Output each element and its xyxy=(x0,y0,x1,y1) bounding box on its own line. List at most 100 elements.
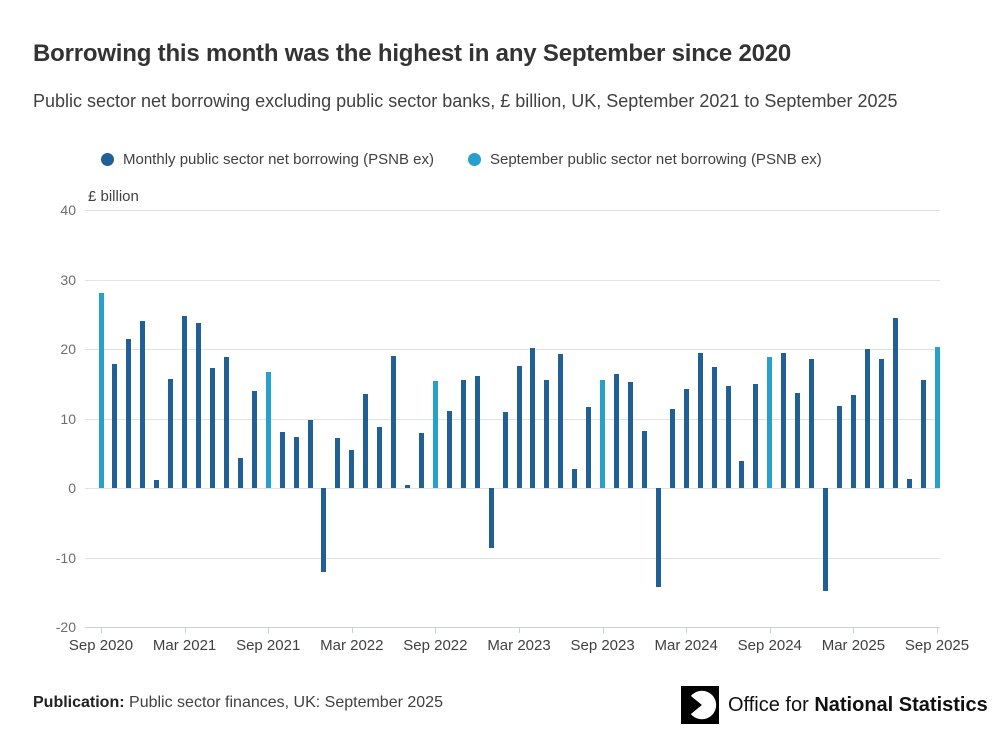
legend-label-monthly: Monthly public sector net borrowing (PSN… xyxy=(123,151,434,168)
bar-mar-2024[interactable] xyxy=(683,388,689,488)
gridline--10 xyxy=(85,557,940,559)
bar-may-2024[interactable] xyxy=(711,367,717,488)
bar-mar-2022[interactable] xyxy=(349,449,355,488)
y-axis-label--20: -20 xyxy=(55,619,76,635)
y-axis-label-30: 30 xyxy=(60,271,76,288)
chart-title: Borrowing this month was the highest in … xyxy=(33,40,792,67)
bar-feb-2023[interactable] xyxy=(502,411,508,488)
publication-text: Public sector finances, UK: September 20… xyxy=(129,694,443,711)
legend-label-september: September public sector net borrowing (P… xyxy=(489,151,822,168)
x-axis-label-sep-2020: Sep 2020 xyxy=(68,637,134,654)
bar-dec-2022[interactable] xyxy=(474,376,480,488)
bar-sep-2022[interactable] xyxy=(432,380,438,488)
bar-feb-2024[interactable] xyxy=(669,409,675,488)
publication-line: Publication: Public sector finances, UK:… xyxy=(33,694,443,712)
bar-mar-2021[interactable] xyxy=(182,315,188,488)
bar-apr-2025[interactable] xyxy=(864,349,870,488)
legend-item-september: September public sector net borrowing (P… xyxy=(467,151,822,168)
bar-jan-2021[interactable] xyxy=(154,480,160,488)
bar-jun-2024[interactable] xyxy=(725,385,731,488)
bar-nov-2020[interactable] xyxy=(126,339,132,488)
bar-sep-2025[interactable] xyxy=(934,346,940,488)
bar-apr-2021[interactable] xyxy=(196,323,202,488)
bar-aug-2024[interactable] xyxy=(753,384,759,488)
bar-jun-2025[interactable] xyxy=(892,317,898,488)
bar-feb-2021[interactable] xyxy=(168,378,174,488)
bar-aug-2022[interactable] xyxy=(418,433,424,488)
bar-apr-2024[interactable] xyxy=(697,353,703,488)
x-axis-label-mar-2024: Mar 2024 xyxy=(654,637,718,654)
bar-oct-2022[interactable] xyxy=(446,410,452,488)
publication-label: Publication: xyxy=(33,694,125,711)
bar-nov-2021[interactable] xyxy=(293,436,299,488)
bar-jul-2023[interactable] xyxy=(572,468,578,488)
x-axis-label-mar-2025: Mar 2025 xyxy=(821,637,886,654)
bar-may-2021[interactable] xyxy=(209,368,215,488)
plot-area: 40 30 20 10 0 -10 -20 Sep 2020 Mar 2021 Sep 2021 M… xyxy=(56,202,969,654)
y-axis-unit-label: £ billion xyxy=(88,188,139,205)
bar-jun-2021[interactable] xyxy=(223,357,229,488)
bar-jun-2022[interactable] xyxy=(391,355,397,488)
legend-item-monthly: Monthly public sector net borrowing (PSN… xyxy=(101,151,434,168)
bar-dec-2021[interactable] xyxy=(307,419,313,488)
bar-sep-2024[interactable] xyxy=(767,356,773,488)
bar-aug-2021[interactable] xyxy=(251,391,257,488)
x-axis-label-sep-2022: Sep 2022 xyxy=(403,637,468,654)
x-axis-tick-mar-2021 xyxy=(184,627,186,633)
bar-oct-2024[interactable] xyxy=(781,353,787,488)
bar-apr-2023[interactable] xyxy=(530,347,536,488)
bar-aug-2023[interactable] xyxy=(586,406,592,488)
bar-aug-2025[interactable] xyxy=(920,379,926,488)
bar-jan-2025[interactable] xyxy=(823,488,829,591)
bar-oct-2021[interactable] xyxy=(279,431,285,488)
ons-logo-text: Office for National Statistics xyxy=(728,694,988,717)
bar-dec-2020[interactable] xyxy=(140,321,146,488)
bar-oct-2020[interactable] xyxy=(112,364,118,488)
bar-mar-2025[interactable] xyxy=(850,394,856,488)
bar-jan-2022[interactable] xyxy=(321,488,327,573)
gridline-20 xyxy=(85,349,940,350)
x-axis-label-sep-2021: Sep 2021 xyxy=(236,637,301,654)
x-axis-tick-sep-2021 xyxy=(268,627,270,633)
x-axis-label-mar-2023: Mar 2023 xyxy=(487,637,551,654)
bar-dec-2024[interactable] xyxy=(809,358,815,488)
bar-nov-2024[interactable] xyxy=(795,393,801,488)
x-axis-tick-sep-2024 xyxy=(769,627,771,633)
bar-apr-2022[interactable] xyxy=(363,394,369,488)
bar-feb-2022[interactable] xyxy=(335,437,341,488)
bar-jul-2022[interactable] xyxy=(405,484,411,488)
bar-jan-2024[interactable] xyxy=(655,488,661,588)
legend-marker-september-icon xyxy=(467,153,481,166)
gridline--20 xyxy=(85,627,940,628)
legend-marker-monthly-icon xyxy=(101,153,114,166)
bar-jul-2021[interactable] xyxy=(237,458,243,488)
bar-jan-2023[interactable] xyxy=(488,488,494,549)
bar-may-2025[interactable] xyxy=(878,359,884,488)
ons-logo-icon xyxy=(681,686,719,724)
bar-nov-2023[interactable] xyxy=(627,382,633,488)
bar-mar-2023[interactable] xyxy=(516,365,522,488)
bar-may-2022[interactable] xyxy=(377,426,383,488)
x-axis-tick-sep-2022 xyxy=(435,627,437,633)
x-axis-tick-sep-2025 xyxy=(937,627,938,633)
ons-logo-text-regular: Office for xyxy=(728,693,815,716)
bar-oct-2023[interactable] xyxy=(614,374,620,488)
gridline-30 xyxy=(85,279,940,281)
x-axis-label-sep-2023: Sep 2023 xyxy=(570,637,635,654)
bar-jul-2025[interactable] xyxy=(906,478,912,488)
gridline-40 xyxy=(85,210,940,211)
x-axis-label-mar-2022: Mar 2022 xyxy=(320,637,384,654)
x-axis-tick-sep-2023 xyxy=(602,627,604,633)
bar-may-2023[interactable] xyxy=(544,379,550,488)
bar-jun-2023[interactable] xyxy=(558,353,564,488)
bar-feb-2025[interactable] xyxy=(836,405,842,488)
bar-sep-2021[interactable] xyxy=(265,371,271,488)
ons-logo-text-bold: National Statistics xyxy=(814,693,988,716)
bar-jul-2024[interactable] xyxy=(739,460,745,488)
chart-legend: Monthly public sector net borrowing (PSN… xyxy=(101,151,822,168)
bar-sep-2023[interactable] xyxy=(600,380,606,488)
bar-nov-2022[interactable] xyxy=(460,379,466,488)
x-axis-tick-mar-2023 xyxy=(519,627,520,633)
bar-dec-2023[interactable] xyxy=(641,431,647,488)
bar-sep-2020[interactable] xyxy=(98,293,104,488)
